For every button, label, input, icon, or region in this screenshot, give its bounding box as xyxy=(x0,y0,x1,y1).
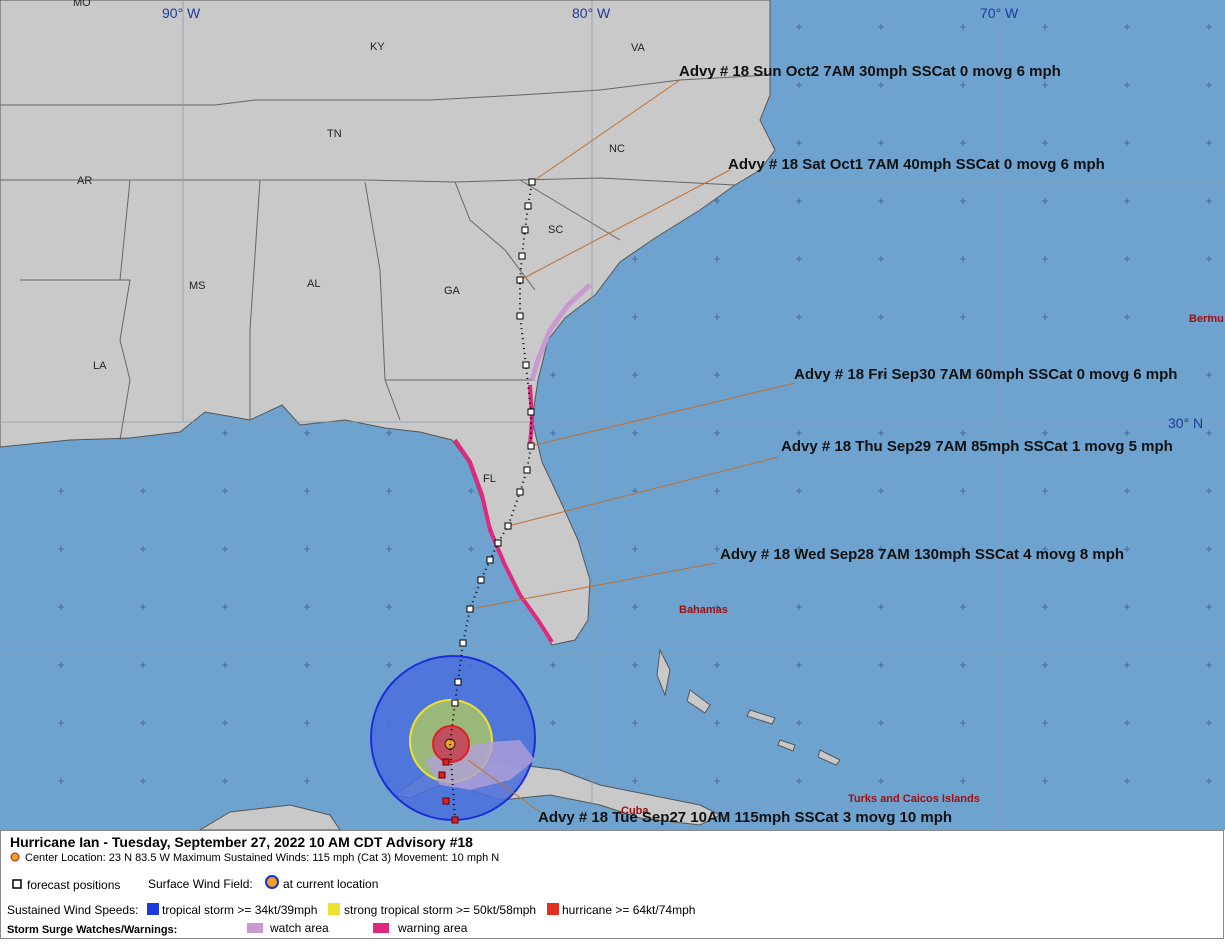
legend: Hurricane Ian - Tuesday, September 27, 2… xyxy=(0,830,1224,939)
legend-title: Hurricane Ian - Tuesday, September 27, 2… xyxy=(10,834,473,850)
state-label: KY xyxy=(370,41,385,53)
legend-text: warning area xyxy=(397,921,468,935)
grid-label: 70° W xyxy=(980,5,1019,21)
forecast-points xyxy=(451,178,536,707)
surge-watch xyxy=(529,283,592,381)
state-label: FL xyxy=(483,473,496,485)
legend-text: Sustained Wind Speeds: xyxy=(7,903,138,917)
forecast-label: Advy # 18 Wed Sep28 7AM 130mph SSCat 4 m… xyxy=(720,546,1124,563)
grid-label: 90° W xyxy=(162,5,201,21)
forecast-label: Advy # 18 Thu Sep29 7AM 85mph SSCat 1 mo… xyxy=(781,438,1173,455)
legend-text: hurricane >= 64kt/74mph xyxy=(562,903,695,917)
state-label: GA xyxy=(444,285,461,297)
land-us xyxy=(0,0,776,646)
legend-text: strong tropical storm >= 50kt/58mph xyxy=(344,903,536,917)
legend-text: forecast positions xyxy=(27,878,120,892)
place-label: Turks and Caicos Islands xyxy=(848,793,980,805)
forecast-label: Advy # 18 Sun Oct2 7AM 30mph SSCat 0 mov… xyxy=(679,63,1061,80)
wind-field xyxy=(370,655,536,821)
state-label: MO xyxy=(73,0,91,9)
past-points xyxy=(438,758,459,824)
legend-text: watch area xyxy=(269,921,329,935)
state-label: SC xyxy=(548,224,563,236)
legend-text: Surface Wind Field: xyxy=(148,877,253,891)
place-label: Bermu xyxy=(1189,313,1224,325)
legend-text: at current location xyxy=(283,877,378,891)
legend-text: Storm Surge Watches/Warnings: xyxy=(7,924,177,936)
forecast-label: Advy # 18 Sat Oct1 7AM 40mph SSCat 0 mov… xyxy=(728,156,1105,173)
state-label: MS xyxy=(189,280,206,292)
forecast-label: Advy # 18 Tue Sep27 10AM 115mph SSCat 3 … xyxy=(538,809,952,826)
state-label: AL xyxy=(307,278,320,290)
surge-warning xyxy=(453,438,554,644)
grid-label: 30° N xyxy=(1168,415,1203,431)
surge-warning xyxy=(528,384,535,446)
forecast-label: Advy # 18 Fri Sep30 7AM 60mph SSCat 0 mo… xyxy=(794,366,1177,383)
grid-label: 80° W xyxy=(572,5,611,21)
leader-lines xyxy=(467,79,796,813)
state-label: TN xyxy=(327,128,342,140)
place-label: Cuba xyxy=(621,805,649,817)
state-label: LA xyxy=(93,360,107,372)
bahamas xyxy=(656,648,841,766)
state-label: AR xyxy=(77,175,92,187)
place-label: Bahamas xyxy=(679,604,728,616)
state-label: VA xyxy=(631,42,646,54)
legend-text: tropical storm >= 34kt/39mph xyxy=(162,903,317,917)
state-borders xyxy=(0,0,1225,830)
state-label: NC xyxy=(609,143,625,155)
legend-center: Center Location: 23 N 83.5 W Maximum Sus… xyxy=(25,852,499,864)
